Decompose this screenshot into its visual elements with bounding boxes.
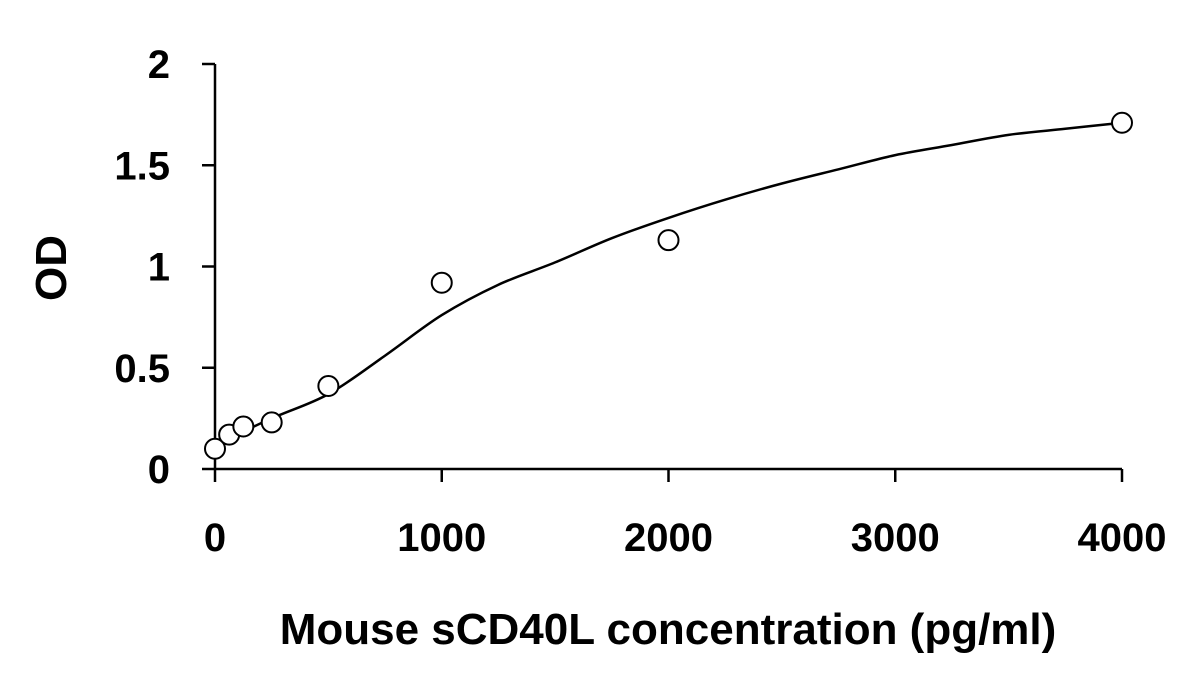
- y-tick-label: 0.5: [114, 347, 170, 391]
- x-tick-label: 4000: [1078, 516, 1167, 560]
- data-point: [260, 411, 283, 434]
- x-tick-label: 0: [204, 516, 226, 560]
- x-tick-label: 2000: [624, 516, 713, 560]
- x-axis-title: Mouse sCD40L concentration (pg/ml): [280, 605, 1057, 654]
- data-points: [204, 111, 1133, 460]
- ticks: 0 0.5 1 1.5 2 0 1000 2000 3000 4000: [114, 43, 1166, 560]
- y-tick-label: 0: [148, 448, 170, 492]
- axes: [213, 64, 1122, 471]
- data-point: [317, 374, 340, 397]
- y-tick-label: 2: [148, 43, 170, 87]
- data-point: [204, 437, 226, 460]
- y-tick-label: 1.5: [114, 144, 170, 188]
- x-tick-label: 3000: [851, 516, 940, 560]
- data-point: [430, 271, 453, 294]
- y-axis-title: OD: [27, 235, 76, 301]
- x-tick-label: 1000: [397, 516, 486, 560]
- trendline-group: [214, 121, 1123, 446]
- y-tick-label: 1: [148, 246, 170, 290]
- data-point: [232, 415, 255, 438]
- trendline: [214, 121, 1123, 446]
- data-point: [1111, 111, 1133, 134]
- data-point: [657, 229, 680, 252]
